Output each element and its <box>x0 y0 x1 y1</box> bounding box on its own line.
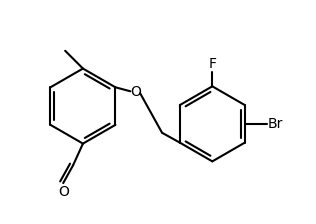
Text: Br: Br <box>268 117 283 131</box>
Text: O: O <box>130 85 141 99</box>
Text: F: F <box>208 57 216 71</box>
Text: O: O <box>58 185 69 199</box>
